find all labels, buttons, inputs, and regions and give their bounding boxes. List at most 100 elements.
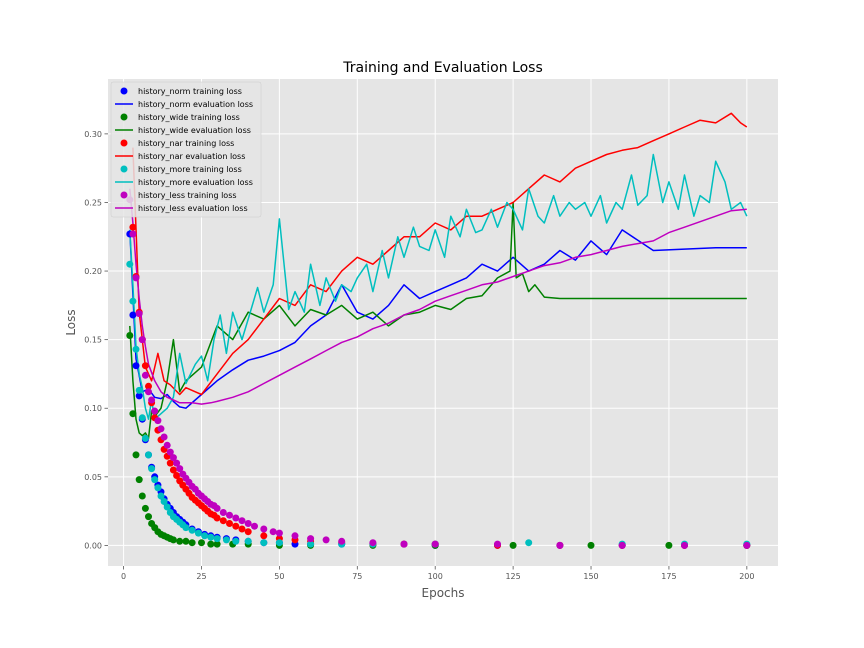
history-more-training-loss-point bbox=[260, 539, 268, 547]
history-less-training-loss-point bbox=[166, 448, 174, 456]
x-tick-label: 50 bbox=[274, 572, 284, 581]
history-nar-training-loss-point bbox=[169, 466, 177, 474]
history-more-evaluation-loss-line bbox=[129, 153, 748, 420]
history-nar-training-loss-point bbox=[219, 517, 227, 525]
history-less-training-loss-point bbox=[269, 528, 277, 536]
legend-marker bbox=[120, 191, 128, 199]
history-wide-training-loss-point bbox=[138, 492, 146, 500]
x-tick-label: 25 bbox=[196, 572, 206, 581]
history-less-training-loss-point bbox=[338, 537, 346, 545]
history-wide-training-loss-point bbox=[169, 536, 177, 544]
x-tick-label: 175 bbox=[661, 572, 676, 581]
x-tick-label: 100 bbox=[428, 572, 443, 581]
history-less-training-loss-point bbox=[173, 459, 181, 467]
legend-entry: history_nar training loss bbox=[138, 139, 234, 148]
x-tick-label: 150 bbox=[583, 572, 598, 581]
history-less-training-loss-point bbox=[213, 504, 221, 512]
legend-box bbox=[110, 81, 262, 218]
x-tick-label: 200 bbox=[739, 572, 754, 581]
history-less-evaluation-loss-line bbox=[129, 188, 747, 405]
history-less-training-loss-point bbox=[618, 541, 626, 549]
y-axis-ticks: 0.00 0.05 0.10 0.15 0.20 0.25 0.30 bbox=[84, 130, 108, 550]
history-less-training-loss-point bbox=[148, 396, 156, 404]
history-less-training-loss-point bbox=[141, 371, 149, 379]
history-more-training-loss-point bbox=[275, 539, 283, 547]
x-axis-ticks: 0 25 50 75 100 125 150 175 200 bbox=[121, 566, 754, 581]
history-more-training-loss-point bbox=[194, 529, 202, 537]
history-less-training-loss-point bbox=[219, 509, 227, 516]
legend-marker bbox=[120, 139, 128, 147]
history-wide-training-loss-point bbox=[198, 539, 205, 547]
y-tick-label: 0.05 bbox=[84, 473, 102, 482]
history-more-training-loss-point bbox=[145, 451, 152, 459]
history-less-training-loss-point bbox=[494, 540, 501, 548]
history-nar-training-loss-point bbox=[145, 382, 152, 390]
history-less-training-loss-point bbox=[226, 511, 233, 519]
history-wide-training-loss-point bbox=[188, 539, 196, 547]
history-less-training-loss-point bbox=[400, 540, 408, 548]
history-wide-training-loss-point bbox=[135, 476, 143, 484]
history-less-training-loss-point bbox=[275, 529, 283, 537]
history-less-training-loss-point bbox=[138, 336, 146, 344]
history-less-training-loss-point bbox=[322, 536, 330, 544]
history-norm-training-loss-point bbox=[135, 392, 143, 400]
history-more-training-loss-point bbox=[213, 535, 221, 543]
history-wide-training-loss-point bbox=[145, 513, 152, 521]
history-wide-training-loss-point bbox=[509, 541, 517, 549]
history-less-training-loss-point bbox=[160, 433, 168, 441]
history-less-training-loss-point bbox=[307, 535, 315, 543]
history-wide-training-loss-point bbox=[587, 541, 595, 549]
history-nar-training-loss-point bbox=[213, 514, 221, 522]
legend-entry: history_wide training loss bbox=[138, 113, 240, 122]
series-layer bbox=[126, 112, 751, 549]
history-more-training-loss-point bbox=[244, 537, 252, 545]
legend: history_norm training loss history_norm e… bbox=[110, 81, 262, 218]
y-axis-label: Loss bbox=[64, 309, 78, 335]
history-less-training-loss-point bbox=[145, 388, 152, 396]
history-wide-training-loss-point bbox=[129, 410, 137, 418]
history-nar-training-loss-point bbox=[260, 532, 268, 540]
history-less-training-loss-point bbox=[556, 541, 564, 549]
history-nar-training-loss-point bbox=[173, 472, 181, 479]
history-wide-training-loss-point bbox=[141, 504, 149, 512]
history-more-training-loss-point bbox=[157, 492, 165, 500]
history-wide-training-loss-point bbox=[176, 537, 184, 545]
history-less-training-loss-point bbox=[369, 539, 377, 547]
y-tick-label: 0.10 bbox=[84, 404, 102, 413]
history-wide-training-loss-point bbox=[213, 540, 221, 548]
y-tick-label: 0.20 bbox=[84, 267, 102, 276]
history-more-training-loss-point bbox=[307, 540, 315, 548]
history-more-training-loss-point bbox=[141, 434, 149, 442]
history-nar-training-loss-point bbox=[166, 459, 174, 467]
history-less-training-loss-point bbox=[260, 525, 268, 533]
history-nar-training-loss-point bbox=[226, 520, 233, 527]
history-wide-training-loss-point bbox=[207, 540, 215, 548]
x-axis-label: Epochs bbox=[422, 586, 465, 600]
history-more-training-loss-point bbox=[182, 524, 190, 532]
legend-marker bbox=[120, 113, 128, 121]
history-more-training-loss-point bbox=[160, 498, 168, 505]
x-tick-label: 125 bbox=[505, 572, 520, 581]
history-norm-training-loss-point bbox=[129, 311, 137, 319]
history-less-training-loss-point bbox=[431, 540, 439, 548]
history-more-training-loss-point bbox=[163, 503, 171, 511]
history-more-training-loss-point bbox=[126, 260, 134, 268]
history-norm-training-loss-point bbox=[132, 362, 140, 370]
history-less-training-loss-point bbox=[232, 514, 240, 522]
legend-entry: history_norm evaluation loss bbox=[138, 100, 253, 109]
history-more-training-loss-point bbox=[201, 532, 209, 540]
legend-entry: history_less evaluation loss bbox=[138, 204, 248, 213]
history-less-training-loss-point bbox=[157, 425, 165, 433]
history-nar-training-loss-point bbox=[238, 525, 246, 533]
history-less-training-loss-point bbox=[169, 454, 177, 462]
history-less-training-loss-point bbox=[135, 310, 143, 318]
history-more-training-loss-point bbox=[129, 297, 137, 305]
history-less-training-loss-point bbox=[681, 541, 688, 549]
history-less-training-loss-point bbox=[176, 465, 184, 473]
history-more-training-loss-point bbox=[207, 533, 215, 541]
y-tick-label: 0.30 bbox=[84, 130, 102, 139]
history-more-training-loss-point bbox=[154, 484, 162, 492]
x-tick-label: 0 bbox=[121, 572, 126, 581]
history-less-training-loss-point bbox=[238, 517, 246, 525]
